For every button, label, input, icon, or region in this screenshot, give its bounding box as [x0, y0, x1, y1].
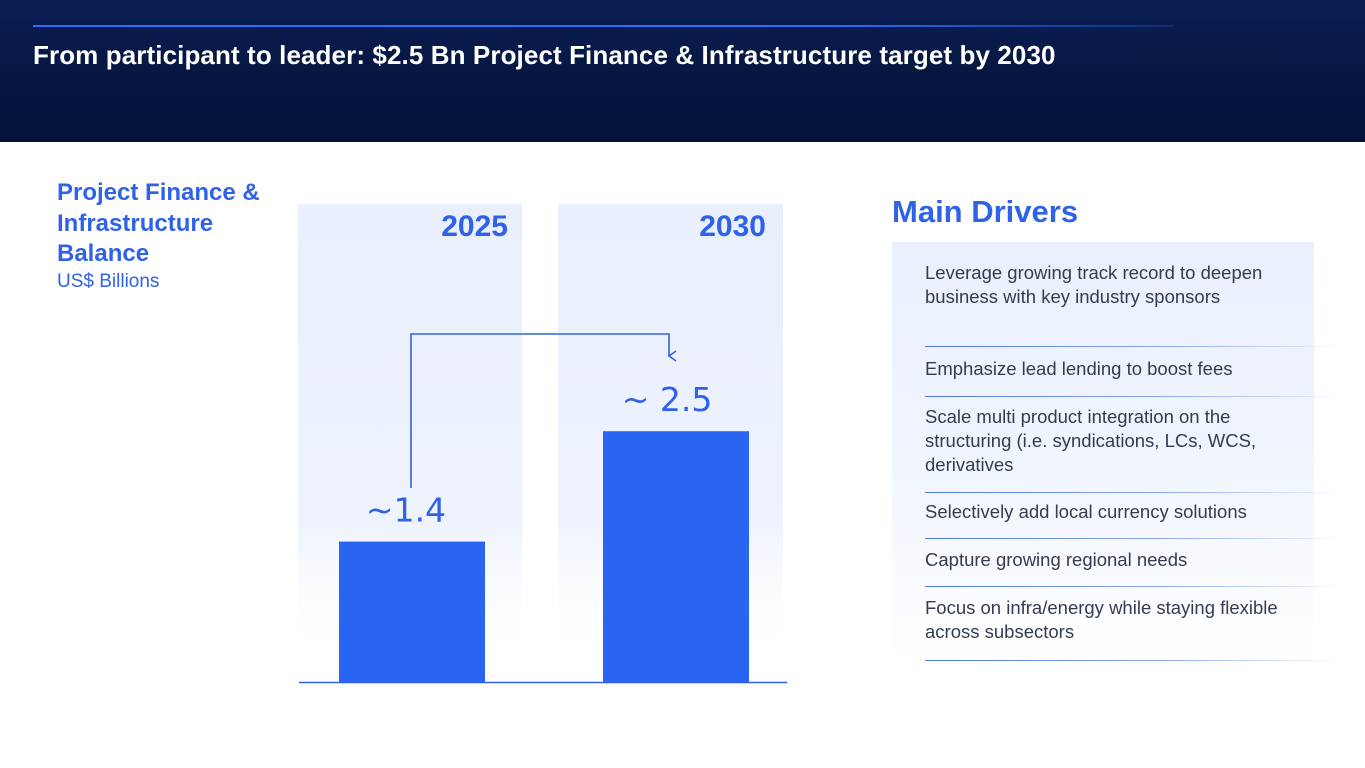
slide-title: From participant to leader: $2.5 Bn Proj… [33, 40, 1056, 70]
driver-item: Scale multi product integration on the s… [925, 406, 1257, 475]
driver-item: Emphasize lead lending to boost fees [925, 358, 1233, 379]
driver-item: Focus on infra/energy while staying flex… [925, 597, 1278, 642]
driver-divider [925, 396, 1345, 397]
category-label-2030: 2030 [699, 210, 766, 243]
driver-divider [925, 492, 1345, 493]
driver-divider [925, 586, 1345, 587]
header-accent-line [33, 25, 1173, 27]
data-label-2030: ~ 2.5 [622, 380, 713, 419]
data-label-2025: ~1.4 [366, 491, 446, 530]
drivers-title: Main Drivers [892, 194, 1079, 229]
driver-divider [925, 660, 1345, 661]
drivers-panel [892, 242, 1314, 660]
driver-item: Leverage growing track record to deepen … [925, 262, 1263, 307]
bar-2030 [603, 431, 749, 682]
driver-item: Selectively add local currency solutions [925, 501, 1247, 522]
driver-divider [925, 538, 1345, 539]
header-banner: From participant to leader: $2.5 Bn Proj… [0, 0, 1365, 142]
driver-item: Capture growing regional needs [925, 549, 1188, 570]
chart-unit-label: US$ Billions [57, 271, 160, 292]
growth-arrow [410, 333, 677, 488]
category-label-2025: 2025 [441, 210, 508, 243]
driver-divider [925, 346, 1345, 347]
chart-side-title: Project Finance & Infrastructure Balance [57, 179, 260, 267]
bar-2025 [339, 541, 485, 682]
